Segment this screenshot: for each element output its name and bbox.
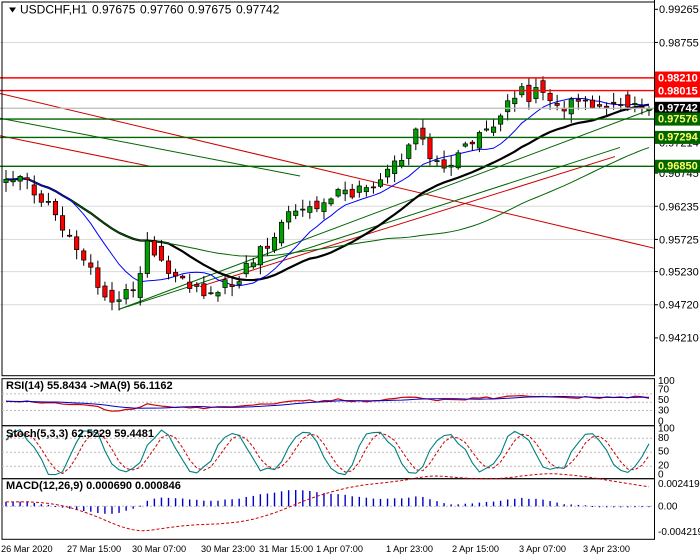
svg-text:0.97576: 0.97576 <box>658 113 698 125</box>
svg-text:0.99265: 0.99265 <box>659 4 699 16</box>
svg-text:3 Apr 07:00: 3 Apr 07:00 <box>519 544 566 554</box>
svg-text:Stoch(5,3,3) 62.5229 59.4481: Stoch(5,3,3) 62.5229 59.4481 <box>6 428 154 440</box>
svg-text:3 Apr 23:00: 3 Apr 23:00 <box>583 544 630 554</box>
svg-text:30 Mar 23:00: 30 Mar 23:00 <box>201 544 255 554</box>
svg-text:50: 50 <box>658 395 670 406</box>
svg-text:70: 70 <box>658 385 670 396</box>
svg-text:30 Mar 07:00: 30 Mar 07:00 <box>132 544 186 554</box>
svg-text:-0.004219: -0.004219 <box>658 527 700 538</box>
svg-text:0.97742: 0.97742 <box>236 3 280 17</box>
svg-text:0.98755: 0.98755 <box>659 38 699 50</box>
svg-text:0.97675: 0.97675 <box>92 3 136 17</box>
svg-text:0.94210: 0.94210 <box>659 333 699 345</box>
svg-text:1 Apr 23:00: 1 Apr 23:00 <box>386 544 433 554</box>
svg-text:0.97294: 0.97294 <box>658 132 699 144</box>
svg-text:0.95725: 0.95725 <box>659 235 699 247</box>
svg-text:30: 30 <box>658 406 670 417</box>
svg-text:0.94720: 0.94720 <box>659 300 699 312</box>
svg-text:2 Apr 15:00: 2 Apr 15:00 <box>452 544 499 554</box>
svg-text:26 Mar 2020: 26 Mar 2020 <box>1 544 53 554</box>
svg-text:0.96235: 0.96235 <box>659 202 699 214</box>
svg-text:RSI(14) 55.8434 ->MA(9) 56.1: RSI(14) 55.8434 ->MA(9) 56.1162 <box>6 380 173 392</box>
svg-text:0.98210: 0.98210 <box>658 72 698 84</box>
svg-text:50: 50 <box>658 447 670 458</box>
svg-text:0.00: 0.00 <box>658 502 678 513</box>
svg-text:0.97760: 0.97760 <box>140 3 184 17</box>
svg-text:27 Mar 15:00: 27 Mar 15:00 <box>67 544 121 554</box>
svg-text:0.97675: 0.97675 <box>188 3 232 17</box>
svg-text:80: 80 <box>658 433 670 444</box>
svg-text:MACD(12,26,9) 0.000690 0.00084: MACD(12,26,9) 0.000690 0.000846 <box>6 480 181 492</box>
svg-text:0.95230: 0.95230 <box>659 267 699 279</box>
svg-text:0.98015: 0.98015 <box>658 85 698 97</box>
svg-text:31 Mar 15:00: 31 Mar 15:00 <box>259 544 313 554</box>
svg-text:1 Apr 07:00: 1 Apr 07:00 <box>316 544 363 554</box>
svg-text:USDCHF,H1: USDCHF,H1 <box>20 3 88 17</box>
svg-text:0.96850: 0.96850 <box>658 161 698 173</box>
svg-text:0.002419: 0.002419 <box>658 479 700 490</box>
